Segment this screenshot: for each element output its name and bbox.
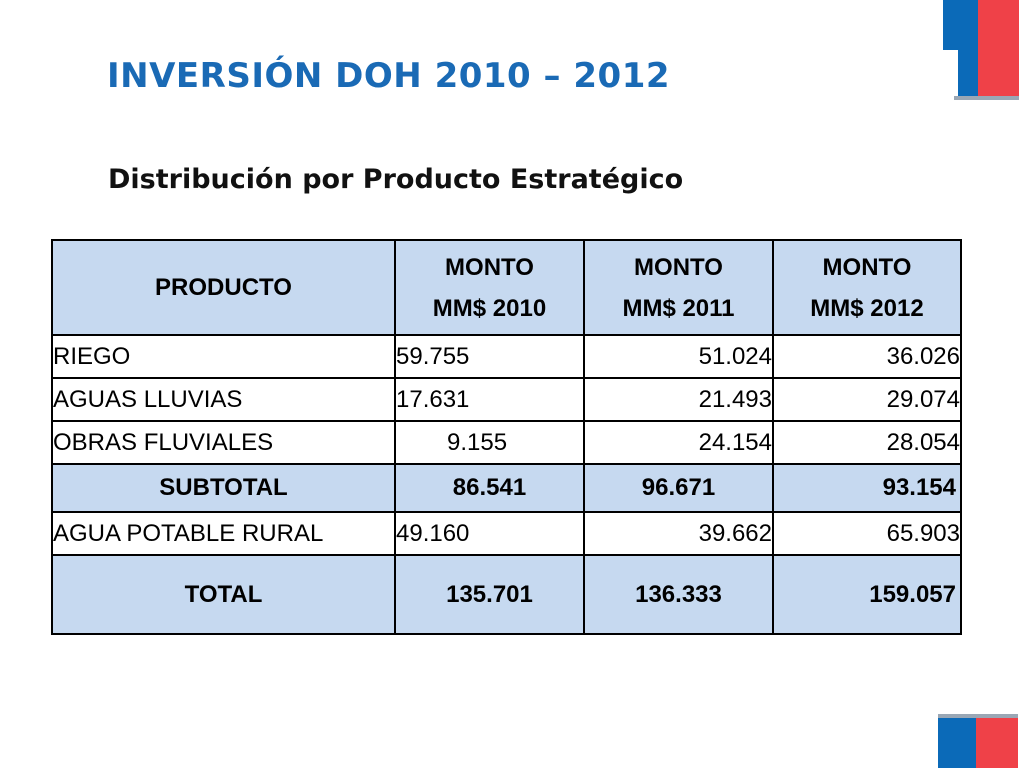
header-monto-2011: MONTO MM$ 2011 bbox=[583, 239, 774, 336]
investment-table: PRODUCTO MONTO MM$ 2010 MONTO MM$ 2011 MON… bbox=[51, 239, 962, 635]
table-row: OBRAS FLUVIALES 9.155 24.154 28.054 bbox=[51, 420, 962, 465]
gobierno-logo-top bbox=[943, 0, 1019, 100]
row-producto: AGUA POTABLE RURAL bbox=[51, 511, 396, 556]
row-monto-2012: 28.054 bbox=[772, 420, 962, 465]
row-monto-2011: 24.154 bbox=[583, 420, 774, 465]
row-monto-2010: 9.155 bbox=[394, 420, 585, 465]
page-subtitle: Distribución por Producto Estratégico bbox=[108, 164, 684, 195]
header-producto: PRODUCTO bbox=[51, 239, 396, 336]
row-monto-2012: 36.026 bbox=[772, 334, 962, 379]
row-monto-2012: 159.057 bbox=[772, 554, 962, 635]
row-monto-2011: 39.662 bbox=[583, 511, 774, 556]
table-row-subtotal: SUBTOTAL 86.541 96.671 93.154 bbox=[51, 463, 962, 513]
row-producto: RIEGO bbox=[51, 334, 396, 379]
gobierno-logo-bottom bbox=[938, 714, 1018, 768]
row-monto-2010: 17.631 bbox=[394, 377, 585, 422]
table-row: AGUA POTABLE RURAL 49.160 39.662 65.903 bbox=[51, 511, 962, 556]
row-monto-2010: 135.701 bbox=[394, 554, 585, 635]
row-monto-2011: 96.671 bbox=[583, 463, 774, 513]
row-producto: TOTAL bbox=[51, 554, 396, 635]
row-monto-2011: 136.333 bbox=[583, 554, 774, 635]
row-monto-2012: 65.903 bbox=[772, 511, 962, 556]
table-row: AGUAS LLUVIAS 17.631 21.493 29.074 bbox=[51, 377, 962, 422]
row-producto: AGUAS LLUVIAS bbox=[51, 377, 396, 422]
row-monto-2012: 29.074 bbox=[772, 377, 962, 422]
row-monto-2011: 21.493 bbox=[583, 377, 774, 422]
row-monto-2012: 93.154 bbox=[772, 463, 962, 513]
row-monto-2011: 51.024 bbox=[583, 334, 774, 379]
page-title: INVERSIÓN DOH 2010 – 2012 bbox=[107, 56, 671, 96]
row-producto: OBRAS FLUVIALES bbox=[51, 420, 396, 465]
table-header-row: PRODUCTO MONTO MM$ 2010 MONTO MM$ 2011 MON… bbox=[51, 239, 962, 336]
header-monto-2012: MONTO MM$ 2012 bbox=[772, 239, 962, 336]
row-monto-2010: 49.160 bbox=[394, 511, 585, 556]
row-monto-2010: 59.755 bbox=[394, 334, 585, 379]
header-monto-2010: MONTO MM$ 2010 bbox=[394, 239, 585, 336]
table-row-total: TOTAL 135.701 136.333 159.057 bbox=[51, 554, 962, 635]
table-row: RIEGO 59.755 51.024 36.026 bbox=[51, 334, 962, 379]
row-monto-2010: 86.541 bbox=[394, 463, 585, 513]
row-producto: SUBTOTAL bbox=[51, 463, 396, 513]
